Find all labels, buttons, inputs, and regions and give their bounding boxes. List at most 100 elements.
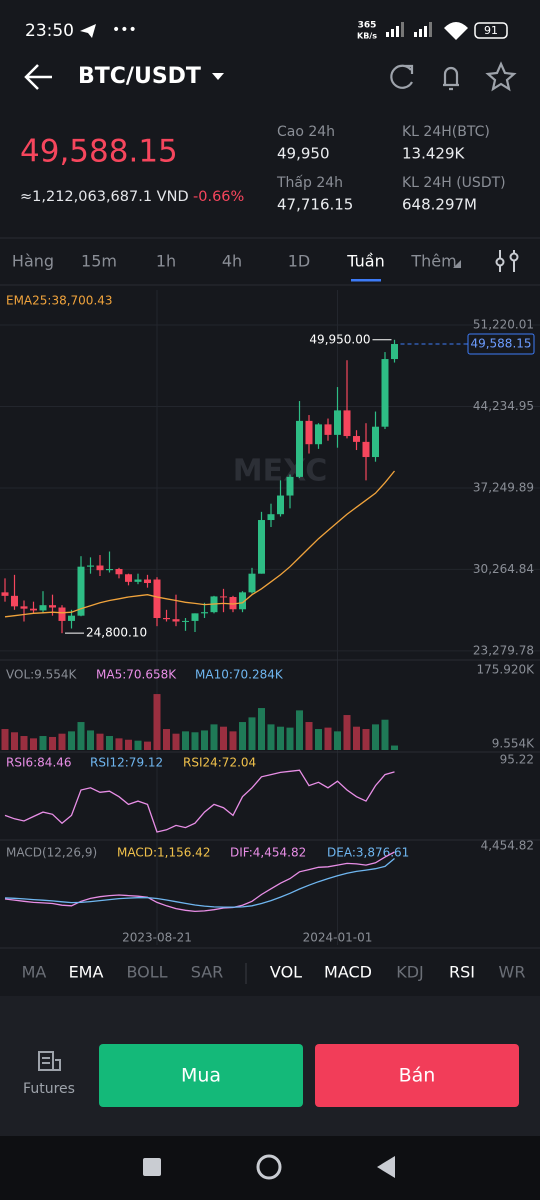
timeframe-tab[interactable]: Tuần bbox=[346, 252, 384, 271]
indicator-tab[interactable]: MACD bbox=[324, 963, 372, 982]
timeframe-tab[interactable]: 1D bbox=[288, 252, 311, 271]
indicator-tab[interactable]: KDJ bbox=[396, 963, 424, 982]
futures-label[interactable]: Futures bbox=[23, 1081, 75, 1097]
candle-body bbox=[362, 441, 370, 458]
volume-bar bbox=[163, 729, 170, 750]
volume-bar bbox=[372, 724, 379, 750]
volume-legend: VOL:9.554K bbox=[6, 668, 78, 682]
volume-bar bbox=[11, 732, 18, 750]
timeframe-tab[interactable]: Thêm bbox=[410, 252, 456, 271]
last-price-tag-label: 49,588.15 bbox=[470, 337, 531, 351]
macd-legend: DIF:4,454.82 bbox=[230, 846, 306, 860]
battery-level: 91 bbox=[484, 24, 498, 37]
pair-title[interactable]: BTC/USDT bbox=[78, 64, 201, 89]
futures-icon[interactable] bbox=[38, 1051, 61, 1071]
volume-bar bbox=[334, 731, 341, 750]
sell-button[interactable] bbox=[315, 1044, 519, 1107]
volume-bar bbox=[201, 730, 208, 750]
header-icons[interactable] bbox=[390, 61, 517, 92]
candle-body bbox=[49, 605, 56, 608]
buy-label[interactable]: Mua bbox=[181, 1065, 221, 1087]
candle-body bbox=[30, 608, 37, 611]
recents-button[interactable] bbox=[143, 1158, 161, 1176]
volume-axis-label: 175.920K bbox=[477, 663, 536, 677]
ema-label: EMA25:38,700.43 bbox=[6, 294, 113, 308]
indicator-tab[interactable]: SAR bbox=[191, 963, 224, 982]
chart-settings[interactable] bbox=[495, 250, 519, 272]
candle-body bbox=[172, 619, 180, 622]
high-marker-label: 49,950.00 bbox=[309, 332, 370, 346]
price-axis-label: 51,220.01 bbox=[473, 317, 534, 331]
volume-bar bbox=[296, 710, 303, 750]
volume-bar bbox=[353, 726, 360, 750]
date-label: 2024-01-01 bbox=[303, 931, 373, 945]
volume-bar bbox=[134, 740, 142, 750]
price-axis-label: 30,264.84 bbox=[473, 562, 534, 576]
volume-bar bbox=[229, 731, 237, 750]
stat-value: 648.297M bbox=[402, 196, 477, 214]
volume-legend: MA10:70.284K bbox=[195, 668, 284, 682]
pair-dropdown[interactable] bbox=[212, 73, 224, 80]
ema-line bbox=[4, 470, 396, 618]
candle-body bbox=[277, 495, 284, 515]
volume-bar bbox=[286, 727, 294, 750]
timeframe-tab[interactable]: Hàng bbox=[12, 252, 54, 271]
candle-body bbox=[296, 420, 303, 477]
dif-line bbox=[4, 851, 395, 913]
volume-bar bbox=[96, 733, 104, 750]
timeframe-tab[interactable]: 15m bbox=[81, 252, 117, 271]
candle-body bbox=[324, 424, 332, 435]
nav-bar bbox=[0, 1136, 540, 1200]
candle-body bbox=[334, 410, 341, 435]
candle-body bbox=[191, 613, 199, 621]
volume-bar bbox=[220, 726, 227, 750]
indicator-tab[interactable]: WR bbox=[499, 963, 526, 982]
volume-bar bbox=[87, 730, 94, 750]
sell-label[interactable]: Bán bbox=[399, 1065, 436, 1087]
candle-body bbox=[372, 426, 379, 458]
candle-body bbox=[77, 566, 85, 616]
net-unit: KB/s bbox=[357, 32, 377, 41]
more-dropdown[interactable] bbox=[453, 260, 461, 268]
timeframe-tab[interactable]: 1h bbox=[156, 252, 176, 271]
candle-body bbox=[353, 436, 360, 442]
wifi-icon bbox=[444, 22, 468, 40]
indicator-tab[interactable]: BOLL bbox=[126, 963, 167, 982]
home-button[interactable] bbox=[256, 1154, 282, 1180]
back-nav-button[interactable] bbox=[377, 1156, 395, 1178]
candle-body bbox=[11, 595, 18, 607]
stat-label: Cao 24h bbox=[277, 124, 335, 140]
rsi-legend: RSI12:79.12 bbox=[90, 756, 163, 770]
volume-bar bbox=[362, 729, 370, 750]
volume-bar bbox=[191, 732, 199, 750]
macd-legend: MACD:1,156.42 bbox=[117, 846, 210, 860]
rsi-legend: RSI24:72.04 bbox=[183, 756, 256, 770]
indicator-tab[interactable]: RSI bbox=[449, 963, 475, 982]
candle-body bbox=[248, 573, 256, 593]
volume-bar bbox=[343, 715, 351, 750]
candle-body bbox=[391, 344, 398, 360]
volume-bar bbox=[391, 745, 398, 750]
buy-button[interactable] bbox=[99, 1044, 303, 1107]
candle-body bbox=[68, 615, 75, 621]
net-speed: 365 bbox=[358, 21, 377, 31]
last-price: 49,588.15 bbox=[20, 134, 178, 170]
indicator-tab[interactable]: EMA bbox=[69, 963, 104, 982]
volume-bar bbox=[1, 729, 9, 750]
volume-bar bbox=[77, 722, 85, 750]
volume-bar bbox=[49, 736, 56, 750]
price-vnd: ≈1,212,063,687.1 VND bbox=[20, 189, 189, 205]
volume-bar bbox=[182, 731, 189, 750]
rsi6-line bbox=[4, 769, 395, 833]
back-button[interactable] bbox=[24, 64, 52, 90]
clock: 23:50 bbox=[25, 21, 74, 41]
indicator-tab[interactable]: VOL bbox=[270, 963, 302, 982]
volume-legend: MA5:70.658K bbox=[96, 668, 177, 682]
indicator-tab[interactable]: MA bbox=[22, 963, 47, 982]
candle-body bbox=[258, 520, 265, 574]
timeframe-tab[interactable]: 4h bbox=[222, 252, 242, 271]
price-axis-label: 44,234.95 bbox=[473, 399, 534, 413]
volume-bar bbox=[324, 727, 332, 750]
